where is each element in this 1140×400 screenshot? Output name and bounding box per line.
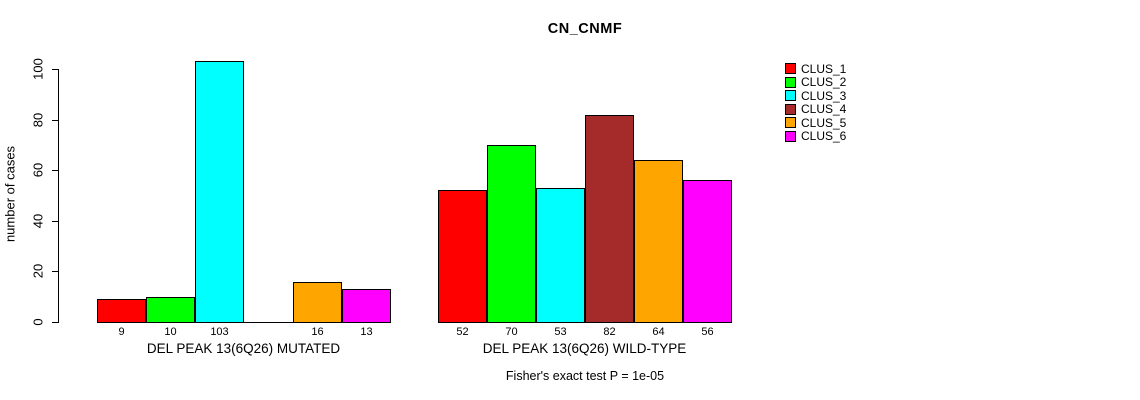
- bar-zero-height: [244, 322, 293, 323]
- legend-swatch: [785, 76, 796, 88]
- legend-label: CLUS_5: [801, 115, 847, 130]
- legend-swatch: [785, 117, 796, 129]
- bar-value-label: 10: [164, 326, 177, 338]
- y-tick-label: 40: [30, 213, 46, 229]
- y-axis-label: number of cases: [2, 145, 18, 243]
- bar: [97, 299, 146, 323]
- y-tick: [52, 69, 58, 70]
- bar: [342, 289, 391, 323]
- y-tick: [52, 170, 58, 171]
- legend-swatch: [785, 130, 796, 142]
- legend-item: CLUS_2: [785, 76, 846, 90]
- bar-value-label: 52: [456, 326, 469, 338]
- group-label: DEL PEAK 13(6Q26) MUTATED: [146, 341, 341, 356]
- bar-value-label: 16: [311, 326, 324, 338]
- chart-title: CN_CNMF: [547, 21, 623, 37]
- legend-label: CLUS_4: [801, 102, 847, 117]
- y-tick: [52, 271, 58, 272]
- bar-value-label: 53: [554, 326, 567, 338]
- y-tick-label: 60: [30, 162, 46, 178]
- bar: [195, 61, 244, 323]
- legend-item: CLUS_4: [785, 103, 846, 117]
- legend-label: CLUS_1: [801, 61, 847, 76]
- y-tick-label: 80: [30, 112, 46, 128]
- caption-fisher-test: Fisher's exact test P = 1e-05: [505, 369, 665, 383]
- legend-item: CLUS_6: [785, 130, 846, 144]
- legend-label: CLUS_6: [801, 129, 847, 144]
- y-tick-label: 20: [30, 263, 46, 279]
- bar-value-label: 82: [603, 326, 616, 338]
- bar-value-label: 13: [360, 326, 373, 338]
- y-tick: [52, 322, 58, 323]
- bar-value-label: 9: [118, 326, 125, 338]
- legend-swatch: [785, 90, 796, 102]
- bar: [146, 297, 195, 323]
- legend-swatch: [785, 63, 796, 75]
- bar: [487, 145, 536, 323]
- bar: [585, 115, 634, 323]
- bar: [293, 282, 342, 323]
- bar: [438, 190, 487, 323]
- legend-label: CLUS_3: [801, 88, 847, 103]
- legend-label: CLUS_2: [801, 75, 847, 90]
- bar: [536, 188, 585, 323]
- legend: CLUS_1 CLUS_2 CLUS_3 CLUS_4 CLUS_5 CLUS_6: [785, 62, 846, 143]
- legend-item: CLUS_1: [785, 62, 846, 76]
- y-tick: [52, 221, 58, 222]
- y-axis-line: [58, 69, 59, 323]
- legend-item: CLUS_3: [785, 89, 846, 103]
- bar: [634, 160, 683, 323]
- group-label: DEL PEAK 13(6Q26) WILD-TYPE: [482, 341, 687, 356]
- y-tick-label: 0: [30, 318, 46, 326]
- bar-value-label: 103: [210, 326, 229, 338]
- bar-value-label: 64: [652, 326, 665, 338]
- bar-value-label: 56: [701, 326, 714, 338]
- y-tick: [52, 120, 58, 121]
- bar: [683, 180, 732, 323]
- legend-item: CLUS_5: [785, 116, 846, 130]
- y-tick-label: 100: [30, 58, 46, 80]
- bar-value-label: 70: [505, 326, 518, 338]
- legend-swatch: [785, 103, 796, 115]
